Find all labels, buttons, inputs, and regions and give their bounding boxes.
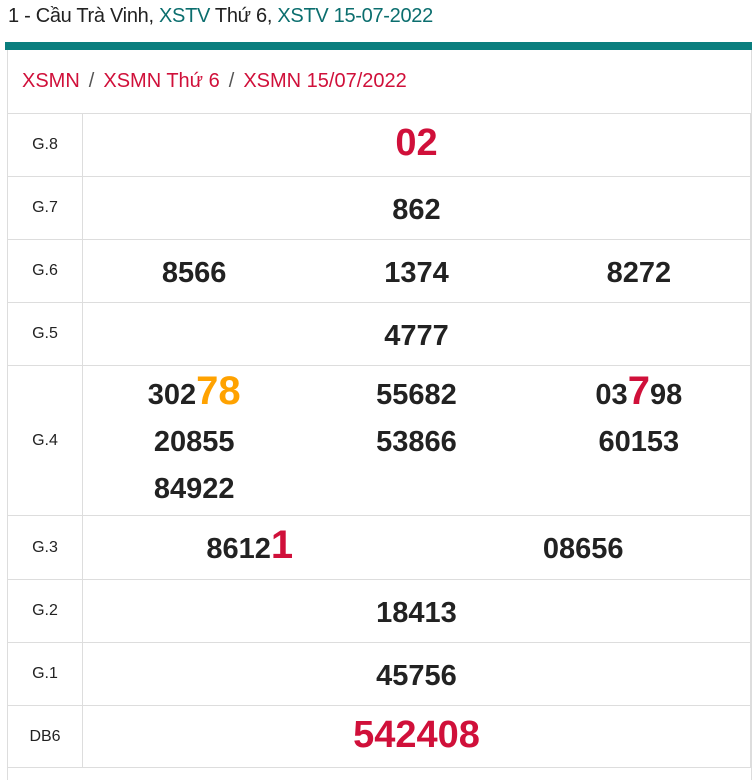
number-digits: 302 (147, 379, 197, 411)
number-digits: 45756 (376, 659, 457, 692)
number-digits: 03 (595, 379, 628, 411)
header-divider (5, 42, 752, 50)
prize-label: G.6 (7, 239, 83, 303)
prize-column: 1374 (305, 248, 527, 295)
prize-values: 18413 (82, 579, 751, 643)
prize-number: 60153 (598, 417, 679, 464)
number-digits: 53866 (376, 426, 457, 458)
prize-values: 30278 20855 84922 55682 53866 03798 60153 (82, 365, 751, 516)
highlighted-digits: 542408 (353, 713, 480, 756)
number-digits: 98 (649, 379, 683, 411)
prize-label: G.3 (7, 515, 83, 580)
breadcrumb-xsmn-date[interactable]: XSMN 15/07/2022 (243, 70, 407, 92)
xstv-link[interactable]: XSTV (158, 5, 211, 27)
page-title: 1 - Cầu Trà Vinh, XSTV Thứ 6, XSTV 15-07… (8, 5, 433, 28)
prize-number: 55682 (376, 370, 457, 417)
prize-label: G.2 (7, 579, 83, 643)
prize-column: 45756 (83, 651, 750, 698)
highlighted-digits: 02 (395, 122, 438, 164)
prize-column: 18413 (83, 588, 750, 635)
prize-number: 862 (392, 185, 440, 232)
prize-column: 542408 (83, 714, 750, 760)
prize-number: 4777 (384, 311, 449, 358)
prize-column: 02 (83, 122, 750, 168)
breadcrumb-separator: / (88, 70, 95, 92)
prize-number: 45756 (376, 651, 457, 698)
prize-column: 08656 (417, 524, 751, 571)
breadcrumb-separator: / (228, 70, 235, 92)
prize-number: 86121 (206, 524, 293, 571)
number-digits: 60153 (598, 426, 680, 458)
number-digits: 1374 (384, 256, 449, 289)
highlighted-digits: 7 (627, 369, 650, 413)
title-mid: Thứ 6, (210, 5, 278, 27)
prize-number: 1374 (384, 248, 449, 295)
prize-column: 86121 (83, 524, 417, 571)
prize-values: 02 (82, 113, 751, 177)
prize-number: 20855 (154, 417, 235, 464)
prize-values: 862 (82, 176, 751, 240)
prize-label: G.4 (7, 365, 83, 516)
prize-number: 02 (395, 122, 437, 168)
prize-number: 8272 (607, 248, 672, 295)
prize-number: 53866 (376, 417, 457, 464)
prize-row: DB6 542408 (7, 705, 751, 768)
prize-column: 03798 60153 (528, 370, 750, 511)
prize-values: 4777 (82, 302, 751, 366)
prize-label: G.1 (7, 642, 83, 706)
number-digits: 08656 (542, 533, 624, 565)
prize-number: 542408 (353, 714, 480, 760)
prize-row: G.5 4777 (7, 302, 751, 366)
number-digits: 8566 (161, 256, 227, 289)
breadcrumb: XSMN / XSMN Thứ 6 / XSMN 15/07/2022 (22, 70, 407, 93)
prize-label: DB6 (7, 705, 83, 768)
prize-number: 30278 (148, 370, 241, 417)
number-digits: 4777 (384, 319, 449, 352)
number-digits: 55682 (376, 379, 457, 411)
prize-label: G.5 (7, 302, 83, 366)
prize-column: 8566 (83, 248, 305, 295)
prize-values: 45756 (82, 642, 751, 706)
results-table: G.8 02 G.7 862 G.6 8566 1374 8272 G.5 4777 G.4 3027… (7, 113, 751, 768)
number-digits: 8612 (206, 533, 271, 565)
prize-values: 86121 08656 (82, 515, 751, 580)
number-digits: 8272 (606, 256, 672, 289)
prize-column: 4777 (83, 311, 750, 358)
title-prefix: 1 - Cầu Trà Vinh, (8, 5, 159, 27)
prize-label: G.8 (7, 113, 83, 177)
prize-label: G.7 (7, 176, 83, 240)
prize-number: 84922 (154, 464, 235, 511)
xstv-date-link[interactable]: XSTV 15-07-2022 (277, 5, 433, 27)
results-box: XSMN / XSMN Thứ 6 / XSMN 15/07/2022 G.8 02 G.7… (7, 50, 752, 780)
breadcrumb-xsmn-thu6[interactable]: XSMN Thứ 6 (103, 70, 220, 92)
highlighted-digits: 1 (270, 523, 294, 567)
prize-row: G.4 30278 20855 84922 55682 53866 03798 60153 (7, 365, 751, 516)
prize-row: G.2 18413 (7, 579, 751, 643)
prize-row: G.3 86121 08656 (7, 515, 751, 580)
prize-values: 542408 (82, 705, 751, 768)
prize-row: G.7 862 (7, 176, 751, 240)
prize-number: 03798 (595, 370, 682, 417)
number-digits: 20855 (153, 426, 235, 458)
highlighted-digits: 78 (196, 369, 241, 413)
prize-values: 8566 1374 8272 (82, 239, 751, 303)
number-digits: 84922 (153, 473, 235, 505)
number-digits: 862 (392, 193, 441, 226)
prize-row: G.1 45756 (7, 642, 751, 706)
prize-row: G.8 02 (7, 113, 751, 177)
prize-column: 30278 20855 84922 (83, 370, 305, 511)
prize-number: 08656 (543, 524, 624, 571)
prize-row: G.6 8566 1374 8272 (7, 239, 751, 303)
prize-column: 55682 53866 (305, 370, 527, 511)
prize-number: 8566 (162, 248, 227, 295)
prize-column: 8272 (528, 248, 750, 295)
prize-column: 862 (83, 185, 750, 232)
number-digits: 18413 (376, 596, 457, 629)
prize-number: 18413 (376, 588, 457, 635)
breadcrumb-xsmn[interactable]: XSMN (22, 70, 80, 92)
